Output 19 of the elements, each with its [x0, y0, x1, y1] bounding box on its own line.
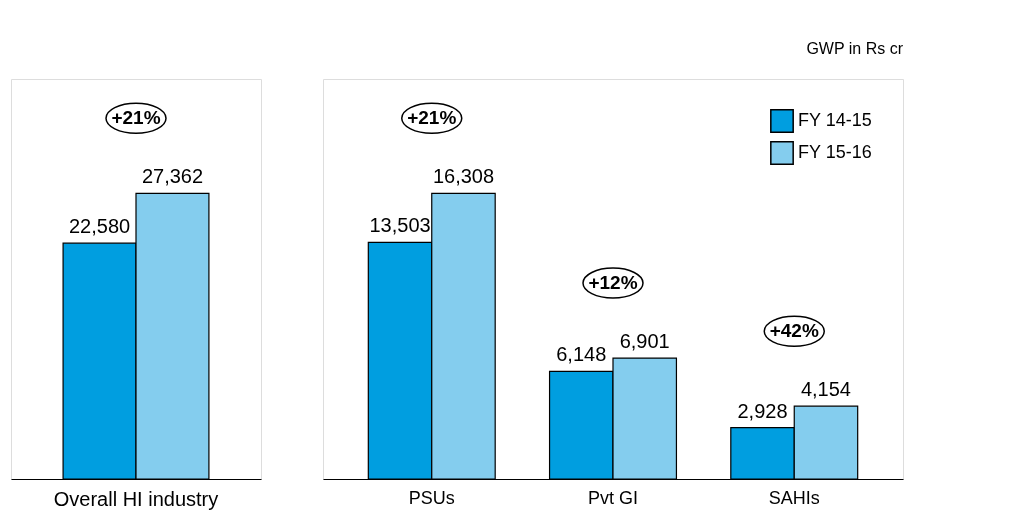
legend-label: FY 14-15: [798, 110, 872, 130]
data-label: 16,308: [432, 165, 495, 188]
text: +21%: [407, 107, 457, 129]
data-label: 13,503: [369, 214, 431, 237]
x-tick-label: Overall HI industry: [53, 487, 219, 510]
x-tick-label: SAHIs: [768, 487, 820, 508]
data-label: 2,928: [737, 399, 788, 422]
x-tick-label: PSUs: [408, 487, 455, 508]
annotation: +12%: [588, 272, 638, 294]
data-label: 6,901: [619, 330, 670, 353]
legend-label: FY 15-16: [798, 142, 872, 162]
annotation: +42%: [769, 320, 819, 342]
data-label: 6,148: [556, 343, 607, 366]
x-tick-label: Pvt GI: [587, 487, 639, 508]
data-label: 22,580: [68, 215, 131, 238]
text: +21%: [111, 107, 161, 129]
text: GWP in Rs cr: [806, 40, 904, 57]
data-label: 27,362: [141, 165, 204, 188]
data-label: 4,154: [800, 378, 851, 401]
